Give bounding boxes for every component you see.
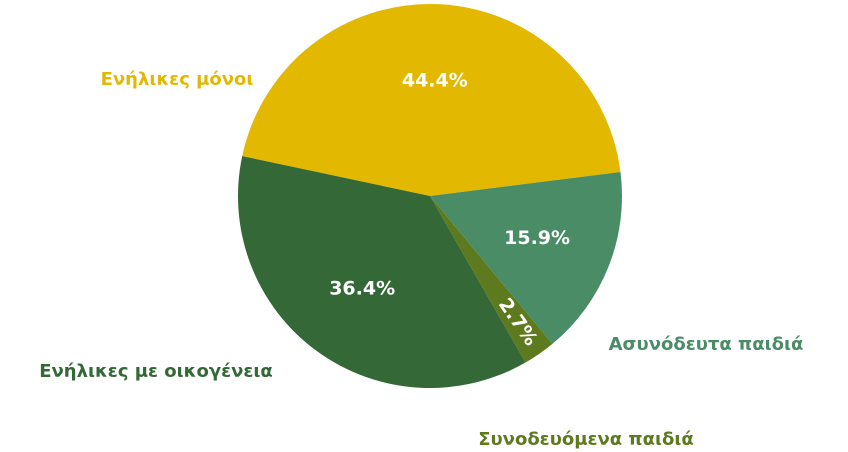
category-label: Ασυνόδευτα παιδιά [609, 334, 804, 355]
pie-slice [430, 196, 553, 363]
value-label: 36.4% [329, 278, 395, 300]
category-label: Ενήλικες με οικογένεια [39, 361, 273, 382]
value-label: 44.4% [402, 69, 468, 91]
pie-slice [242, 4, 621, 196]
category-label: Ενήλικες μόνοι [101, 69, 254, 90]
pie-slice [238, 156, 526, 388]
pie-slice [430, 171, 622, 344]
category-label: Συνοδευόμενα παιδιά [478, 429, 694, 450]
value-label: 15.9% [504, 227, 570, 249]
